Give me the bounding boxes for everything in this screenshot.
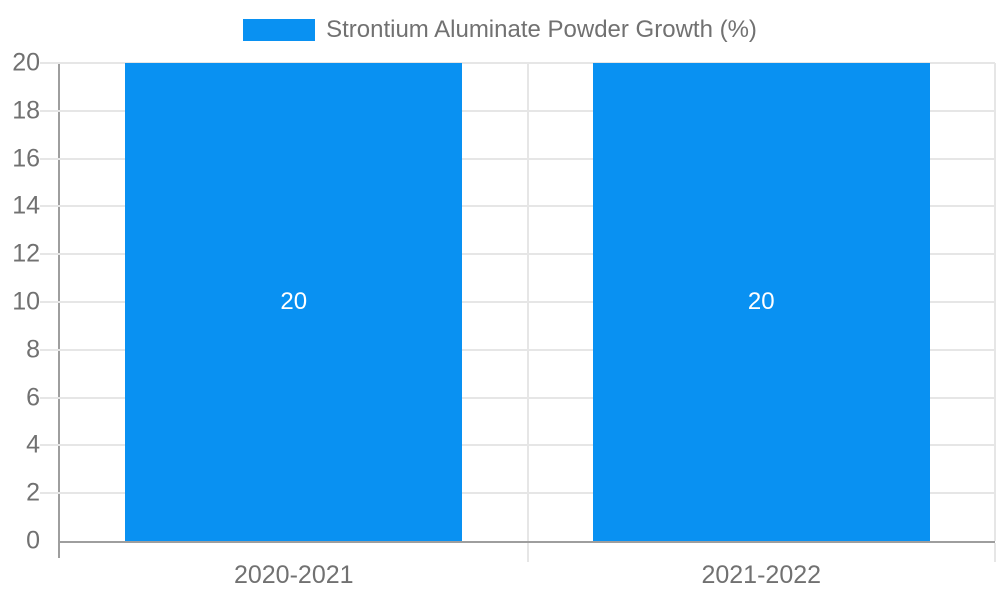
- gridline-vertical: [526, 63, 529, 541]
- y-tick-label: 2: [26, 478, 40, 507]
- x-axis-baseline: [58, 541, 995, 543]
- y-tick-label: 0: [26, 526, 40, 555]
- y-tick-label: 20: [12, 48, 40, 77]
- gridline-vertical: [994, 63, 996, 541]
- y-tick-label: 6: [26, 383, 40, 412]
- gridline-horizontal: [40, 444, 995, 447]
- legend: Strontium Aluminate Powder Growth (%): [0, 16, 1000, 44]
- gridline-horizontal: [40, 492, 995, 495]
- y-tick-label: 16: [12, 144, 40, 173]
- plot-area: 20 20: [40, 62, 996, 562]
- gridline-horizontal: [40, 396, 995, 399]
- bar-value-label: 20: [280, 288, 308, 315]
- y-axis-labels: 0 2 4 6 8 10 12 14 16 18 20: [0, 50, 40, 553]
- x-category-label: 2020-2021: [233, 561, 354, 589]
- gridline-horizontal: [40, 62, 995, 64]
- gridline-horizontal: [40, 253, 995, 256]
- y-tick-label: 18: [12, 96, 40, 125]
- y-axis-line: [58, 63, 60, 558]
- gridline-horizontal: [40, 205, 995, 208]
- y-tick-label: 4: [26, 430, 40, 459]
- y-tick-label: 8: [26, 335, 40, 364]
- legend-label: Strontium Aluminate Powder Growth (%): [326, 16, 757, 43]
- bar-value-label: 20: [747, 288, 775, 315]
- y-tick-label: 10: [12, 287, 40, 316]
- legend-swatch: [243, 19, 316, 41]
- bar-2020-2021: 20: [125, 63, 463, 541]
- category-tick: [526, 543, 529, 562]
- gridline-horizontal: [40, 301, 995, 303]
- y-tick-label: 14: [12, 191, 40, 220]
- y-tick-label: 12: [12, 239, 40, 268]
- gridline-horizontal: [40, 157, 995, 160]
- x-category-label: 2021-2022: [701, 561, 822, 589]
- bar-2021-2022: 20: [592, 63, 930, 541]
- category-tick: [994, 543, 996, 562]
- gridline-horizontal: [40, 348, 995, 351]
- gridline-horizontal: [40, 109, 995, 112]
- x-axis-labels: 2020-2021 2021-2022: [60, 561, 995, 590]
